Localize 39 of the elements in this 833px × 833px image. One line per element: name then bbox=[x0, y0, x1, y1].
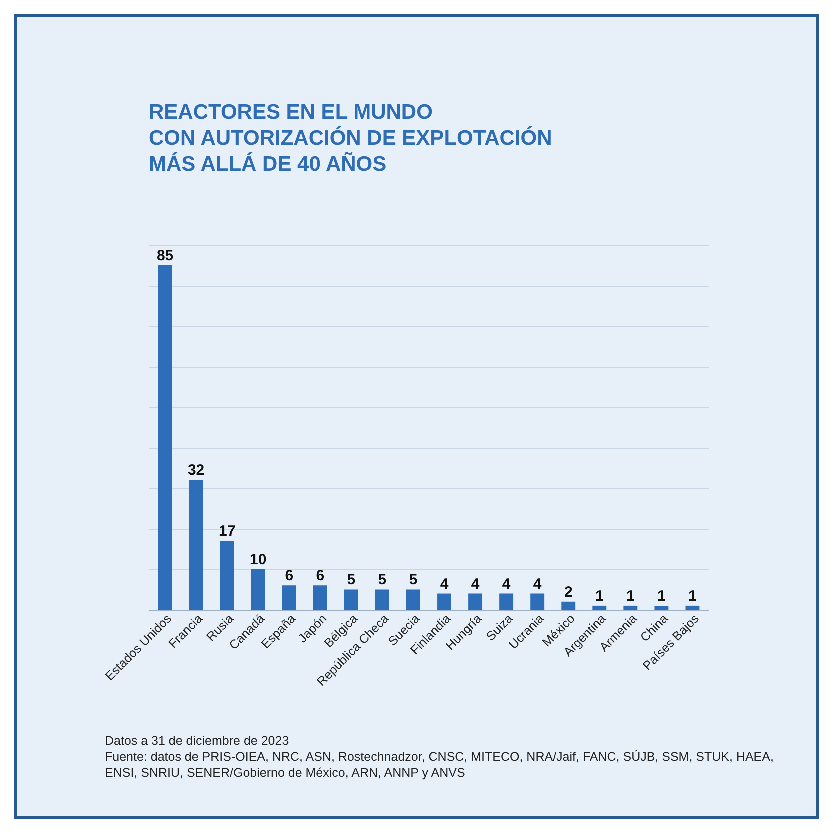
data-label: 85 bbox=[156, 247, 174, 264]
data-label: 5 bbox=[409, 572, 418, 589]
bar bbox=[624, 606, 638, 610]
data-label: 5 bbox=[347, 572, 356, 589]
bar bbox=[313, 586, 328, 610]
data-label: 2 bbox=[564, 584, 573, 601]
data-label: 4 bbox=[440, 576, 450, 593]
bar bbox=[220, 541, 234, 610]
data-label: 6 bbox=[285, 568, 294, 585]
data-label: 1 bbox=[688, 588, 697, 605]
text: Datos a 31 de diciembre de 2023 bbox=[105, 733, 290, 749]
bar bbox=[686, 606, 700, 610]
bar bbox=[282, 586, 296, 610]
data-label: 1 bbox=[595, 588, 604, 605]
source-note: Fuente: datos de PRIS-OIEA, NRC, ASN, Rostechnadzor, CNSC, MITECO, NRA/Jaif, FANC, SÚJB, SSM, STUK, HAEA, ENSI, SNRIU, SENER/Gobierno de México, ARN, ANNP y ANVS bbox=[105, 749, 775, 781]
bar bbox=[562, 602, 576, 610]
data-label: 10 bbox=[250, 551, 267, 568]
bar bbox=[406, 590, 420, 610]
bar bbox=[158, 265, 172, 610]
data-label: 6 bbox=[316, 568, 325, 585]
bar bbox=[530, 594, 545, 610]
bar bbox=[468, 594, 483, 610]
data-label: 4 bbox=[502, 576, 512, 593]
bar bbox=[654, 606, 669, 610]
data-label: 4 bbox=[471, 576, 480, 593]
data-label: 5 bbox=[378, 572, 387, 589]
data-label: 1 bbox=[658, 588, 666, 605]
bar bbox=[438, 594, 452, 610]
data-label: 17 bbox=[218, 523, 236, 540]
bar bbox=[344, 590, 358, 610]
bar bbox=[592, 606, 607, 610]
bar bbox=[500, 594, 514, 610]
chart-title: REACTORES EN EL MUNDO CON AUTORIZACIÓN DE EXPLOTACIÓN MÁS ALLÁ DE 40 AÑOS bbox=[149, 101, 552, 176]
bar bbox=[375, 590, 390, 610]
data-label: 32 bbox=[188, 462, 205, 480]
data-label: 1 bbox=[626, 588, 635, 605]
bar bbox=[251, 569, 266, 610]
data-label: 4 bbox=[533, 576, 542, 593]
bar bbox=[189, 480, 204, 610]
